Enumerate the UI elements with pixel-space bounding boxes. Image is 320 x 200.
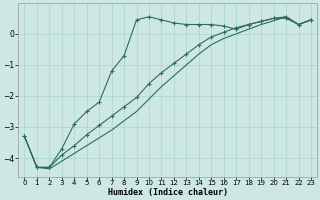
X-axis label: Humidex (Indice chaleur): Humidex (Indice chaleur) <box>108 188 228 197</box>
